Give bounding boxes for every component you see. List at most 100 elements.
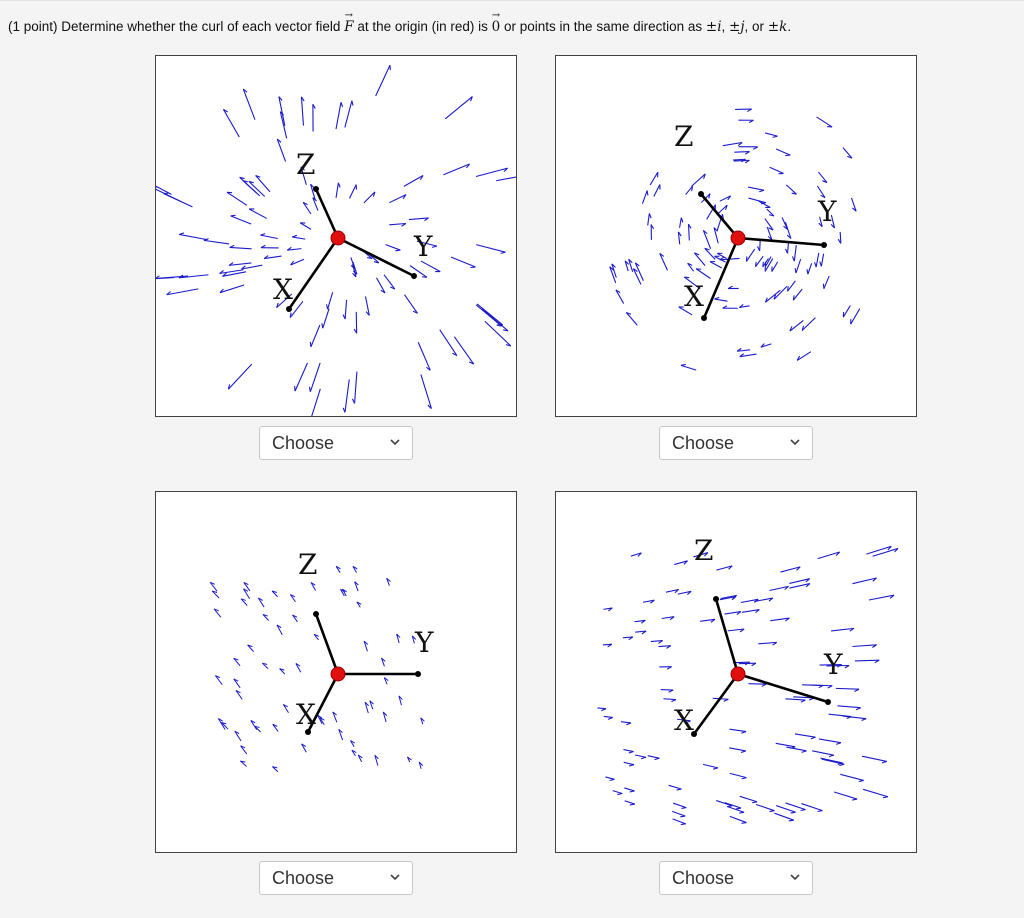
field-arrow [603, 608, 612, 611]
field-arrow [840, 774, 863, 781]
question-middle: at the origin (in red) is [357, 19, 488, 34]
field-arrow [623, 637, 633, 640]
field-arrow [624, 788, 634, 792]
field-arrow [283, 704, 288, 712]
z-axis-tip [713, 596, 719, 602]
field-arrow [820, 254, 824, 267]
curl-select-4[interactable]: Choose [659, 861, 813, 895]
field-arrow [659, 646, 671, 649]
field-arrow [802, 318, 815, 331]
field-arrow [386, 245, 401, 251]
chevron-down-icon [388, 870, 402, 884]
z-axis-tip [313, 186, 319, 192]
y-axis-tip [821, 242, 827, 248]
field-arrow [212, 591, 219, 598]
field-arrow [739, 147, 758, 149]
field-arrow [631, 553, 642, 557]
field-arrow [669, 785, 682, 790]
field-arrow [725, 612, 741, 615]
field-arrow [635, 755, 646, 759]
field-arrow [681, 364, 696, 370]
field-arrow [179, 233, 207, 240]
field-arrow [287, 247, 301, 250]
pm-i-symbol: ±i [706, 19, 722, 35]
field-arrow [774, 286, 787, 299]
curl-select-1[interactable]: Choose [259, 426, 413, 460]
y-axis-label: Y [414, 626, 434, 659]
field-arrow [678, 232, 681, 244]
field-arrow [819, 739, 841, 744]
field-arrow [383, 712, 387, 722]
field-arrow [680, 218, 683, 228]
curl-select-3[interactable]: Choose [259, 861, 413, 895]
field-arrow [748, 684, 766, 687]
field-arrow [476, 245, 505, 254]
field-arrow [443, 164, 469, 175]
question-or-points: or points in the same direction as [504, 19, 702, 34]
field-arrow [311, 583, 316, 591]
field-arrow [235, 731, 241, 741]
field-arrow [765, 133, 777, 137]
field-arrow [234, 658, 240, 666]
field-arrow [729, 748, 746, 753]
field-arrow [214, 609, 221, 617]
field-arrow [242, 265, 263, 269]
field-arrow [387, 578, 391, 586]
field-arrow [837, 706, 860, 710]
y-axis-tip [411, 273, 417, 279]
question-prefix: (1 point) Determine whether the curl of … [8, 19, 340, 34]
field-arrow [261, 245, 279, 248]
field-arrow [843, 306, 850, 318]
field-arrow [624, 762, 634, 766]
field-arrow [263, 615, 269, 621]
origin-point [731, 231, 745, 245]
z-axis-label: Z [674, 120, 693, 153]
field-arrow [303, 202, 311, 214]
field-arrow [351, 257, 355, 268]
vector-field-3-svg: ZXY [156, 492, 516, 852]
field-arrow [863, 789, 888, 797]
field-arrow [739, 304, 749, 307]
field-arrow [421, 718, 425, 724]
field-arrow [215, 676, 222, 685]
field-arrow [357, 602, 361, 607]
field-arrow [314, 634, 319, 640]
field-arrow [737, 348, 750, 351]
field-arrow [342, 589, 346, 596]
field-arrow [482, 309, 508, 331]
field-arrow [834, 792, 857, 800]
field-arrow [748, 198, 765, 204]
question-or: , or [745, 19, 765, 34]
field-arrow [710, 262, 722, 268]
field-arrow [262, 663, 268, 668]
curl-select-2[interactable]: Choose [659, 426, 813, 460]
field-arrow [440, 330, 457, 356]
field-arrow [692, 174, 706, 186]
field-arrow [742, 610, 759, 613]
field-arrow [407, 757, 411, 762]
field-arrow [322, 309, 329, 329]
field-arrow [851, 198, 856, 211]
field-arrow [703, 230, 710, 248]
field-arrow [353, 372, 357, 404]
field-arrow [251, 720, 257, 729]
field-arrow [353, 566, 357, 572]
field-arrow [404, 295, 417, 314]
field-arrow [419, 762, 423, 769]
field-arrow [734, 152, 749, 155]
field-arrow [663, 699, 676, 702]
field-arrow [336, 566, 340, 572]
field-arrow [364, 641, 368, 651]
field-arrow [831, 628, 854, 631]
field-arrow [730, 773, 747, 779]
field-arrow [220, 285, 244, 293]
field-arrow [421, 374, 432, 408]
field-arrow [258, 598, 264, 607]
field-arrow [770, 618, 789, 621]
field-arrow [210, 582, 217, 591]
field-arrow [352, 750, 356, 756]
field-arrow [716, 566, 732, 570]
field-arrow [786, 185, 796, 194]
field-arrow [823, 276, 829, 289]
